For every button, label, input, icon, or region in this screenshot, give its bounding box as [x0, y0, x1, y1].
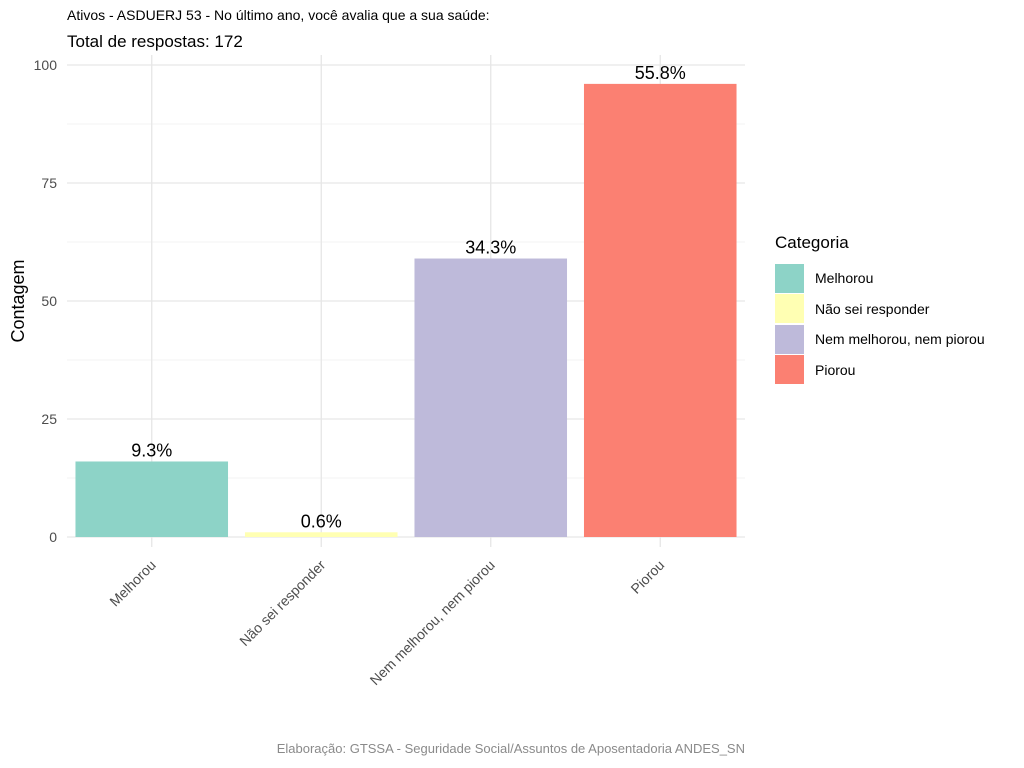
legend-key: [775, 294, 804, 324]
bar-nem-melhorou-nem-piorou: [414, 258, 568, 537]
x-tick-label: Piorou: [627, 557, 667, 597]
data-label: 0.6%: [301, 511, 342, 531]
bar-melhorou: [75, 461, 229, 537]
x-tick-label: Nem melhorou, nem piorou: [367, 557, 498, 688]
data-label: 9.3%: [131, 440, 172, 460]
data-label: 55.8%: [635, 63, 686, 83]
y-tick-label: 50: [41, 293, 57, 309]
bar-n-o-sei-responder: [244, 532, 398, 537]
y-tick-label: 25: [41, 411, 57, 427]
chart-caption: Elaboração: GTSSA - Seguridade Social/As…: [276, 741, 745, 756]
legend-label: Piorou: [815, 361, 856, 378]
legend-item: Não sei responder: [775, 294, 985, 325]
x-tick-label: Melhorou: [106, 557, 159, 610]
legend-key: [775, 324, 804, 354]
legend: Categoria Melhorou Não sei responder Nem m…: [775, 233, 985, 385]
legend-items: Melhorou Não sei responder Nem melhorou, n…: [775, 263, 985, 385]
legend-label: Não sei responder: [815, 300, 930, 317]
legend-item: Nem melhorou, nem piorou: [775, 324, 985, 355]
legend-item: Melhorou: [775, 263, 985, 294]
chart-title: Ativos - ASDUERJ 53 - No último ano, voc…: [67, 7, 490, 23]
y-tick-label: 100: [34, 57, 58, 73]
y-tick-label: 0: [49, 529, 57, 545]
chart-subtitle: Total de respostas: 172: [67, 32, 243, 51]
x-tick-label: Não sei responder: [236, 557, 328, 649]
legend-key: [775, 355, 804, 385]
bar-piorou: [583, 83, 737, 537]
legend-item: Piorou: [775, 355, 985, 386]
legend-label: Nem melhorou, nem piorou: [815, 331, 985, 348]
y-axis-title: Contagem: [8, 259, 28, 342]
legend-label: Melhorou: [815, 270, 874, 287]
legend-title: Categoria: [775, 233, 849, 252]
legend-key: [775, 263, 804, 293]
y-tick-label: 75: [41, 175, 57, 191]
data-label: 34.3%: [465, 238, 516, 258]
